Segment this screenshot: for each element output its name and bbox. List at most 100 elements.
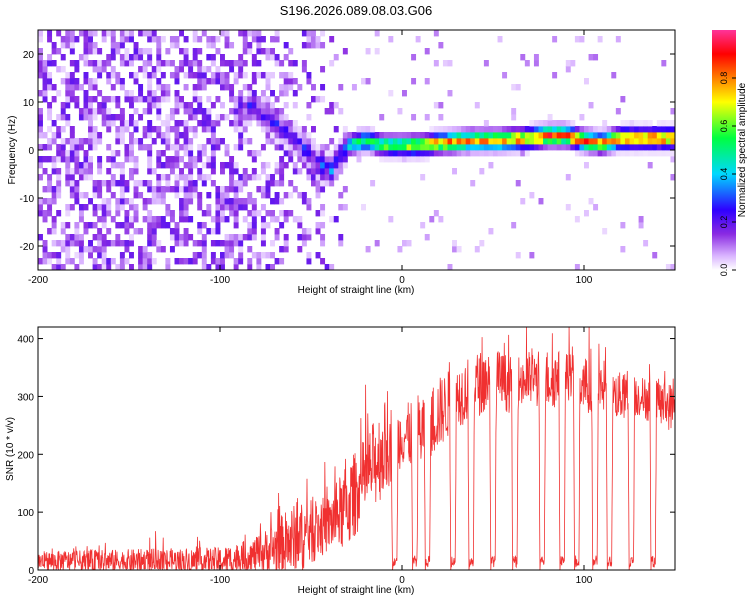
spectrogram-cell — [183, 162, 189, 169]
spectrogram-cell — [588, 132, 594, 139]
spectrogram-cell — [142, 66, 148, 73]
spectrogram-cell — [201, 222, 207, 229]
spectrogram-cell — [220, 252, 225, 259]
spectrogram-cell — [74, 36, 80, 43]
spectrogram-cell — [615, 150, 621, 157]
spectrogram-cell — [224, 84, 230, 91]
spectrogram-cell — [624, 150, 630, 157]
spectrogram-cell — [156, 78, 162, 85]
spectrogram-cell — [256, 186, 262, 193]
spectrogram-cell — [69, 180, 75, 187]
spectrogram-cell — [174, 42, 180, 49]
spectrogram-cell — [547, 120, 553, 127]
spectrogram-cell — [338, 144, 344, 151]
spectrogram-cell — [238, 174, 244, 181]
spectrogram-cell — [238, 72, 244, 79]
spectrogram-cell — [160, 60, 166, 67]
spectrogram-cell — [192, 36, 198, 43]
spectrogram-cell — [74, 144, 80, 151]
spectrogram-cell — [201, 150, 207, 157]
spectrogram-cell — [643, 132, 649, 139]
spectrogram-cell — [438, 114, 444, 121]
spectrogram-cell — [247, 246, 253, 253]
spectrogram-cell — [215, 192, 221, 199]
spectrogram-cell — [643, 240, 649, 247]
spectrogram-cell — [115, 132, 121, 139]
spectrogram-cell — [593, 132, 599, 139]
spectrogram-cell — [379, 144, 385, 151]
spectrogram-cell — [229, 180, 235, 187]
spectrogram-cell — [129, 240, 134, 247]
spectrogram-cell — [47, 108, 53, 115]
spectrogram-cell — [242, 198, 248, 205]
spectrogram-cell — [565, 138, 571, 145]
spectrogram-cell — [556, 138, 562, 145]
spectrogram-cell — [174, 90, 180, 97]
spectrogram-cell — [543, 126, 548, 133]
spectrogram-cell — [56, 48, 62, 55]
spectrogram-cell — [229, 108, 235, 115]
spectrogram-cell — [270, 54, 275, 61]
spectrogram-cell — [38, 120, 43, 127]
spectrogram-cell — [247, 264, 253, 270]
spectrogram-cell — [92, 222, 98, 229]
spectrogram-cell — [465, 126, 471, 133]
spectrogram-cell — [51, 192, 57, 199]
spectrogram-cell — [602, 120, 608, 127]
spectrogram-cell — [210, 78, 216, 85]
spectrogram-cell — [124, 216, 130, 223]
spectrogram-cell — [329, 102, 335, 109]
spectrogram-cell — [433, 126, 439, 133]
spectrogram-cell — [83, 138, 89, 145]
spectrogram-cell — [69, 150, 75, 157]
spectrogram-cell — [65, 36, 71, 43]
spectrogram-cell — [238, 96, 244, 103]
spectrogram-cell — [188, 186, 194, 193]
spectrogram-cell — [288, 150, 294, 157]
spectrogram-cell — [338, 156, 344, 163]
spectrogram-cell — [106, 60, 112, 67]
spectrogram-cell — [288, 138, 294, 145]
spectrogram-cell — [238, 138, 244, 145]
spectrogram-cell — [547, 126, 553, 133]
spectrogram-cell — [479, 126, 485, 133]
snr-x-tick-label: -100 — [210, 575, 230, 586]
spectrogram-cell — [142, 60, 148, 67]
spectrogram-cell — [242, 60, 248, 67]
spectrogram-cell — [88, 138, 93, 145]
spectrogram-cell — [147, 126, 153, 133]
spectrogram-cell — [584, 78, 589, 85]
spectrogram-cell — [165, 114, 171, 121]
spectrogram-cell — [156, 186, 162, 193]
spectrogram-cell — [461, 126, 467, 133]
spectrogram-cell — [78, 30, 84, 37]
spectrogram-cell — [138, 30, 144, 37]
spectrogram-cell — [329, 156, 335, 163]
spectrogram-cell — [201, 126, 207, 133]
spectrogram-cell — [74, 84, 80, 91]
spectrogram-cell — [347, 132, 353, 139]
spectrogram-cell — [320, 156, 326, 163]
spectrogram-cell — [179, 174, 184, 181]
spectrogram-cell — [92, 138, 98, 145]
spectrogram-cell — [597, 150, 603, 157]
spectrogram-cell — [147, 168, 153, 175]
spectrogram-cell — [329, 168, 335, 175]
spectrogram-cell — [97, 180, 103, 187]
spectrogram-cell — [233, 258, 239, 265]
spectrogram-cell — [142, 246, 148, 253]
spectrogram-cell — [247, 102, 253, 109]
spectrogram-cell — [388, 90, 394, 97]
spectrogram-cell — [183, 150, 189, 157]
spectrogram-cell — [447, 138, 453, 145]
spectrogram-cell — [374, 132, 380, 139]
spectrogram-cell — [515, 180, 521, 187]
spectrogram-cell — [179, 102, 184, 109]
spectrogram-cell — [238, 120, 244, 127]
spectrogram-cell — [288, 48, 294, 55]
spectrogram-cell — [42, 144, 48, 151]
spectrogram-cell — [260, 108, 266, 115]
spectrogram-cell — [638, 120, 644, 127]
spectrogram-cell — [74, 180, 80, 187]
spectrogram-cell — [556, 126, 562, 133]
